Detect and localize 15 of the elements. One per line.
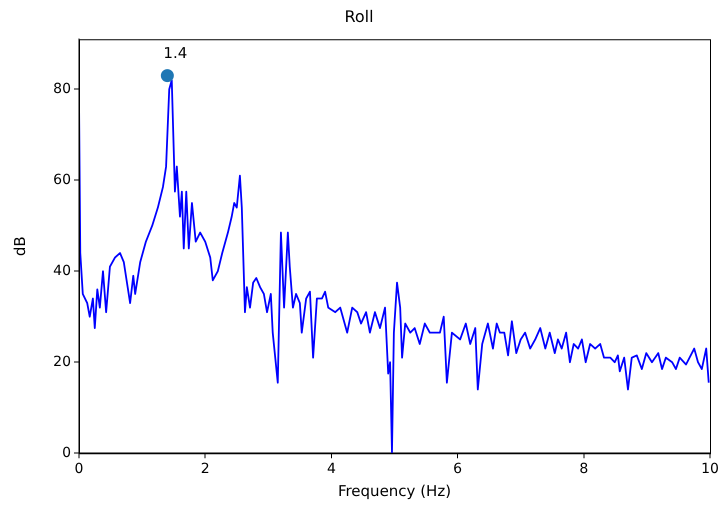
x-tick-label: 0 (74, 461, 84, 478)
x-tick-label: 10 (701, 461, 719, 478)
y-tick-label: 0 (62, 444, 71, 461)
x-tick-label: 8 (579, 461, 588, 478)
x-axis-title: Frequency (Hz) (338, 482, 452, 500)
y-tick-label: 40 (53, 262, 71, 279)
y-tick-label: 20 (53, 354, 71, 370)
y-tick-label: 60 (53, 172, 71, 188)
annotation: 1.4 (163, 44, 188, 62)
y-axis-title: dB (10, 236, 29, 256)
x-tick-label: 4 (326, 461, 336, 478)
x-tick-label: 6 (453, 461, 462, 478)
y-tick-label: 80 (53, 80, 71, 97)
chart-title: Roll (344, 6, 374, 26)
x-tick-label: 2 (200, 461, 210, 478)
